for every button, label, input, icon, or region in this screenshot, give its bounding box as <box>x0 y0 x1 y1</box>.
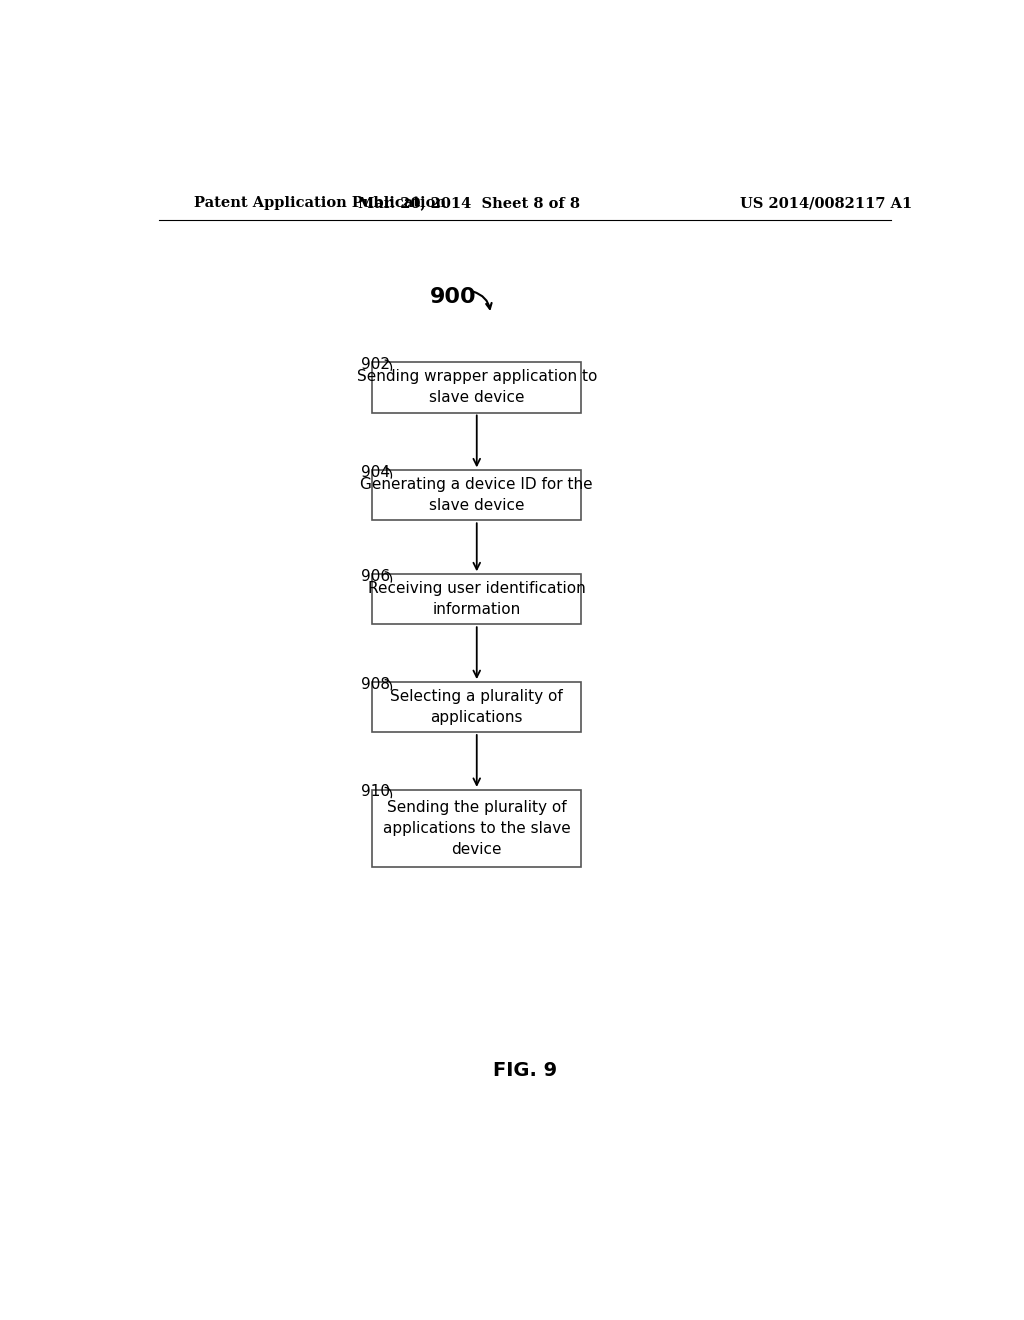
Text: 904: 904 <box>360 465 389 480</box>
Bar <box>372 789 582 867</box>
Bar <box>372 470 582 520</box>
Text: 908: 908 <box>360 677 389 692</box>
Bar <box>372 363 582 412</box>
Text: US 2014/0082117 A1: US 2014/0082117 A1 <box>740 197 912 210</box>
Text: Mar. 20, 2014  Sheet 8 of 8: Mar. 20, 2014 Sheet 8 of 8 <box>358 197 581 210</box>
Text: 910: 910 <box>360 784 389 800</box>
Text: Sending the plurality of
applications to the slave
device: Sending the plurality of applications to… <box>383 800 570 857</box>
Text: 900: 900 <box>430 286 477 308</box>
Text: Selecting a plurality of
applications: Selecting a plurality of applications <box>390 689 563 725</box>
Text: Generating a device ID for the
slave device: Generating a device ID for the slave dev… <box>360 478 593 513</box>
Text: 902: 902 <box>360 358 389 372</box>
Text: Sending wrapper application to
slave device: Sending wrapper application to slave dev… <box>356 370 597 405</box>
Bar <box>372 682 582 733</box>
Text: FIG. 9: FIG. 9 <box>493 1061 557 1080</box>
Text: Receiving user identification
information: Receiving user identification informatio… <box>368 581 586 618</box>
Text: 906: 906 <box>360 569 389 583</box>
Text: Patent Application Publication: Patent Application Publication <box>194 197 445 210</box>
Bar <box>372 574 582 624</box>
